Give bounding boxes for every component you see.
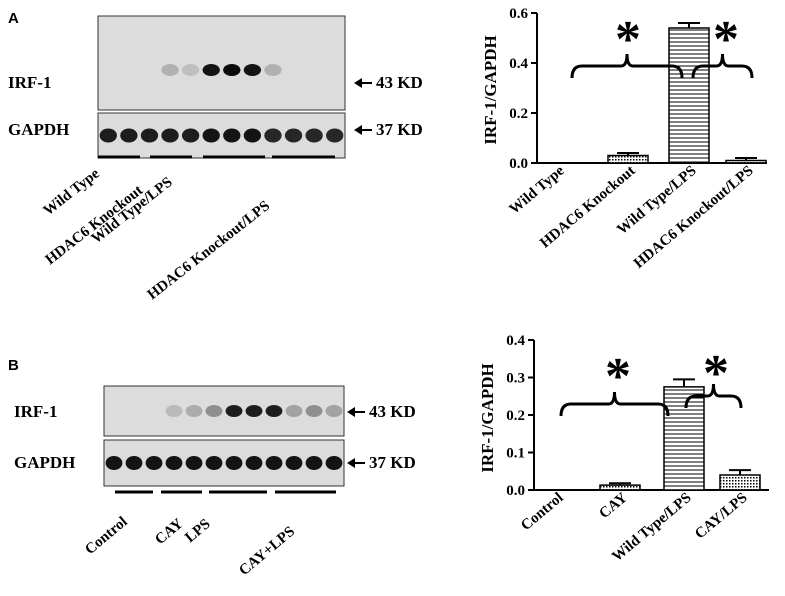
significance-star: * <box>605 348 631 405</box>
band <box>264 64 282 76</box>
y-tick-label: 0.3 <box>506 371 525 387</box>
size-marker: 37 KD <box>369 453 416 472</box>
band <box>264 128 282 143</box>
band <box>325 405 343 417</box>
blot-strip-irf-1 <box>103 385 345 437</box>
band <box>223 128 241 143</box>
y-tick-label: 0.4 <box>509 56 528 72</box>
x-tick-label: Control <box>518 490 566 534</box>
band <box>205 456 223 470</box>
y-tick-label: 0.1 <box>506 446 525 462</box>
band <box>165 456 183 470</box>
group-label: CAY <box>152 516 186 548</box>
band <box>243 64 262 76</box>
row-label-gapdh: GAPDH <box>14 453 75 472</box>
panel-letter-b: B <box>8 357 19 374</box>
size-marker: 43 KD <box>376 73 423 92</box>
band <box>125 456 143 470</box>
band <box>161 128 179 143</box>
band <box>265 405 283 417</box>
y-tick-label: 0.2 <box>509 106 528 122</box>
y-tick-label: 0.0 <box>509 156 528 172</box>
band <box>223 64 241 76</box>
y-axis-label: IRF-1/GAPDH <box>478 363 497 473</box>
significance-brace <box>570 53 684 79</box>
band <box>185 456 203 470</box>
y-tick-label: 0.6 <box>509 6 528 22</box>
band <box>99 128 117 143</box>
significance-brace <box>691 53 754 79</box>
row-label-irf-1: IRF-1 <box>14 402 57 421</box>
significance-brace <box>559 391 670 417</box>
band <box>105 456 123 470</box>
size-marker: 37 KD <box>376 120 423 139</box>
band <box>225 456 243 470</box>
band <box>245 405 263 417</box>
band <box>202 128 220 143</box>
band <box>165 405 183 417</box>
bar <box>663 386 705 491</box>
y-tick-label: 0.4 <box>506 333 525 349</box>
blot-a: IRF-1 43 KD GAPDH 37 KD Wild Type HDAC6 Knock… <box>8 15 423 303</box>
panel-letter-a: A <box>8 10 19 27</box>
group-label: LPS <box>182 516 213 546</box>
significance-star: * <box>615 11 641 68</box>
band <box>285 405 303 417</box>
band <box>305 405 323 417</box>
significance-brace <box>684 383 743 409</box>
band <box>202 64 220 76</box>
band <box>225 405 243 417</box>
blot-strip-gapdh <box>97 112 346 159</box>
band <box>120 128 138 143</box>
band <box>265 456 283 470</box>
group-label: Wild Type <box>41 166 103 220</box>
band <box>140 128 159 143</box>
arrowhead-icon <box>347 407 355 417</box>
y-tick-label: 0.2 <box>506 408 525 424</box>
band <box>145 456 163 470</box>
band <box>284 128 303 143</box>
arrowhead-icon <box>347 458 355 468</box>
arrowhead-icon <box>354 125 362 135</box>
band <box>325 456 343 470</box>
group-label: HDAC6 Knockout/LPS <box>145 198 273 303</box>
band <box>285 456 303 470</box>
row-label-gapdh: GAPDH <box>8 120 69 139</box>
band <box>181 64 200 76</box>
band <box>161 64 179 76</box>
x-tick-label: CAY <box>596 490 630 522</box>
bar <box>719 474 761 491</box>
blot-strip-gapdh <box>103 439 345 487</box>
bar <box>607 154 649 164</box>
group-label: Control <box>82 514 130 558</box>
y-tick-label: 0.0 <box>506 483 525 499</box>
band <box>305 128 323 143</box>
band <box>243 128 262 143</box>
blot-strip-irf-1 <box>97 15 346 111</box>
band <box>305 456 323 470</box>
bar <box>599 484 641 491</box>
band <box>245 456 263 470</box>
group-label: CAY+LPS <box>236 524 298 579</box>
bar <box>668 27 710 164</box>
significance-star: * <box>713 11 739 68</box>
arrowhead-icon <box>354 78 362 88</box>
significance-star: * <box>703 345 729 402</box>
band <box>326 128 344 143</box>
band <box>181 128 200 143</box>
band <box>205 405 223 417</box>
band <box>185 405 203 417</box>
size-marker: 43 KD <box>369 402 416 421</box>
y-axis-label: IRF-1/GAPDH <box>481 35 500 145</box>
row-label-irf-1: IRF-1 <box>8 73 51 92</box>
x-tick-label: CAY/LPS <box>692 490 750 543</box>
